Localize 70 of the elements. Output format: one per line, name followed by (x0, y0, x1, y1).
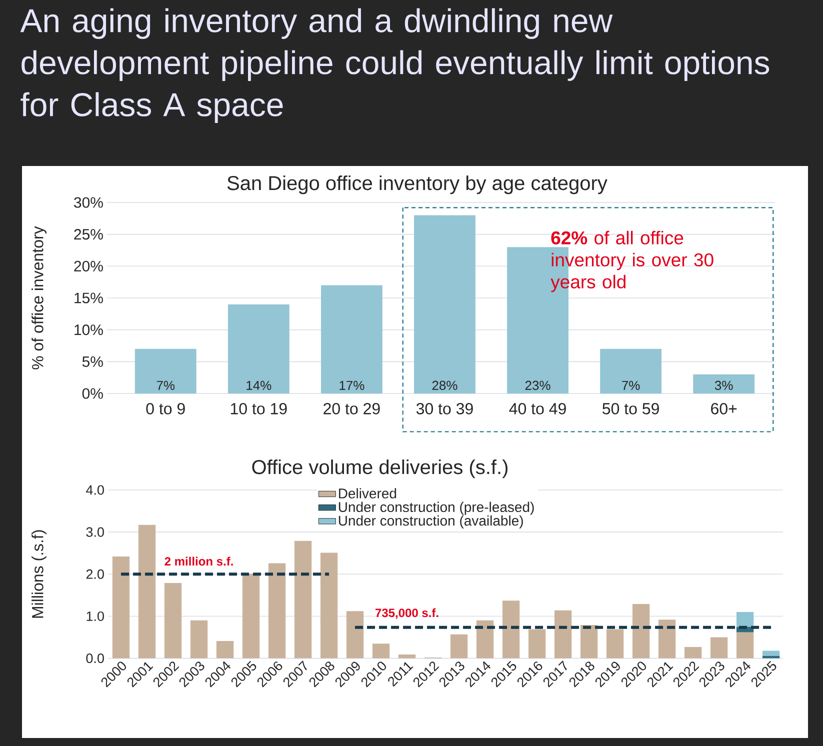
bar (554, 610, 572, 658)
bar (138, 524, 156, 658)
y-tick-label: 10% (74, 324, 103, 336)
bar (414, 215, 476, 394)
data-label: 17% (340, 380, 364, 390)
bar (476, 620, 494, 658)
annotation: 735,000 s.f. (376, 608, 438, 619)
y-tick-label: 3.0 (86, 527, 104, 537)
bar (450, 634, 468, 658)
x-tick-label: 40 to 49 (509, 403, 566, 414)
y-tick-label: 2.0 (86, 569, 104, 579)
data-label: 3% (714, 380, 733, 390)
data-label: 7% (622, 380, 640, 390)
legend-label: Under construction (pre-leased) (338, 502, 534, 515)
bar (600, 348, 662, 394)
x-tick-label: 60+ (711, 403, 737, 414)
chart-title: Office volume deliveries (s.f.) (252, 459, 508, 478)
data-label: 23% (525, 380, 550, 390)
bar (762, 650, 780, 656)
x-tick-label: 20 to 29 (324, 403, 380, 414)
y-tick-label: 1.0 (86, 611, 104, 621)
bar (346, 611, 364, 658)
y-axis-title: % of office inventory (32, 226, 46, 370)
bar (164, 582, 182, 658)
y-tick-label: 25% (74, 229, 103, 240)
bar (528, 629, 546, 658)
bar (693, 374, 755, 394)
y-axis-title: Millions (.s.f) (32, 530, 46, 618)
bar (268, 563, 286, 658)
x-tick-label: 10 to 19 (230, 403, 287, 414)
legend-label: Delivered (339, 488, 396, 498)
bar (216, 641, 234, 658)
data-label: 7% (156, 380, 175, 390)
y-tick-label: 4.0 (86, 485, 104, 495)
bar (398, 654, 416, 658)
data-label: 14% (246, 380, 272, 390)
bar (320, 552, 338, 658)
y-tick-label: 20% (74, 260, 103, 272)
bar (580, 625, 598, 658)
legend-label: Under construction (available) (338, 515, 523, 528)
bar (294, 540, 312, 658)
bar (762, 656, 780, 658)
bar (134, 348, 196, 394)
bar (228, 304, 290, 394)
data-label: 28% (432, 380, 458, 390)
chart-subtitle: San Diego office inventory by age category (227, 175, 608, 194)
bar (632, 604, 650, 658)
y-tick-label: 5% (82, 356, 103, 367)
x-tick-label: 50 to 59 (602, 403, 659, 414)
bar (112, 556, 130, 658)
bar (372, 644, 390, 658)
annotation: 62% of all office inventory is over 30 years old (550, 230, 714, 292)
chart-title: An aging inventory and a dwindling new development pipeline could eventually limit options for Class A space (20, 8, 770, 123)
y-tick-label: 0.0 (86, 654, 104, 664)
bar (242, 574, 260, 658)
x-tick-label: 0 to 9 (146, 403, 185, 414)
y-tick-label: 0% (82, 388, 103, 399)
annotation: 2 million s.f. (164, 556, 233, 566)
x-tick-label: 30 to 39 (416, 403, 473, 414)
bar (658, 620, 676, 658)
bar (736, 632, 754, 658)
y-tick-label: 30% (74, 197, 103, 208)
bar (606, 629, 624, 658)
bar (502, 600, 520, 658)
bar (320, 285, 382, 394)
y-tick-label: 15% (74, 292, 103, 304)
bar (736, 612, 754, 627)
bar (684, 646, 702, 658)
bar (710, 637, 728, 658)
bar (190, 620, 208, 658)
